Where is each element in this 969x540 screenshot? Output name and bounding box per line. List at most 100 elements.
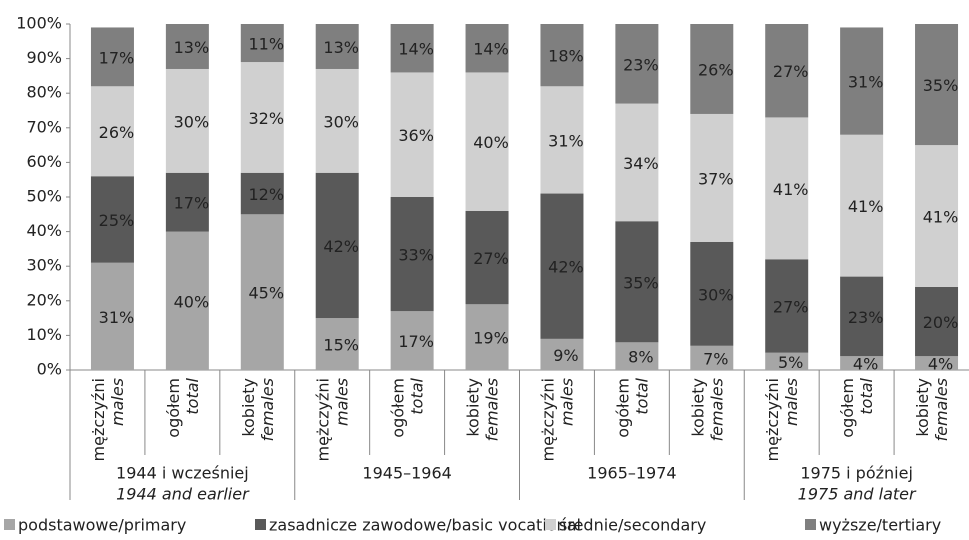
value-label: 31% <box>848 73 884 92</box>
legend-swatch <box>255 519 266 530</box>
bar-segment <box>240 62 284 173</box>
bar-segment <box>840 356 884 370</box>
bar-segment <box>165 68 209 173</box>
x-tick-label: females <box>483 378 502 442</box>
bar-segment <box>915 356 959 370</box>
bar-segment <box>615 24 659 104</box>
bar-segment <box>615 221 659 343</box>
bar-segment <box>840 27 884 135</box>
value-label: 40% <box>174 292 210 311</box>
value-label: 30% <box>698 285 734 304</box>
bar-segment <box>315 24 359 69</box>
legend-label: wyższe/tertiary <box>819 516 941 535</box>
bar-segment <box>240 172 284 215</box>
value-label: 23% <box>623 55 659 74</box>
value-label: 41% <box>848 197 884 216</box>
x-tick-label: males <box>782 378 801 426</box>
y-tick-label: 20% <box>26 290 62 309</box>
value-label: 5% <box>778 353 803 372</box>
value-label: 42% <box>323 237 359 256</box>
bar-segment <box>765 352 809 370</box>
bar-segment <box>690 345 734 370</box>
bar-segment <box>315 68 359 173</box>
x-tick-label: ogółem <box>389 378 408 438</box>
bar-segment <box>915 145 959 287</box>
value-label: 35% <box>623 273 659 292</box>
value-label: 13% <box>174 38 210 57</box>
bar-segment <box>690 113 734 242</box>
y-tick-label: 0% <box>37 360 62 379</box>
bar-segment <box>915 24 959 146</box>
x-tick-label: mężczyźni <box>314 378 333 461</box>
bar-segment <box>315 172 359 319</box>
bar-segment <box>390 24 434 73</box>
x-tick-label: males <box>557 378 576 426</box>
legend-swatch <box>545 519 556 530</box>
group-label: 1944 and earlier <box>116 485 250 504</box>
x-tick-label: kobiety <box>913 378 932 437</box>
value-label: 26% <box>99 123 135 142</box>
value-label: 14% <box>398 40 434 59</box>
value-label: 31% <box>548 131 584 150</box>
bar-segment <box>540 338 584 370</box>
y-tick-label: 30% <box>26 256 62 275</box>
bar-segment <box>540 193 584 339</box>
bar-segment <box>465 304 509 370</box>
y-tick-label: 40% <box>26 221 62 240</box>
x-tick-label: mężczyźni <box>538 378 557 461</box>
value-label: 23% <box>848 308 884 327</box>
x-tick-label: mężczyźni <box>763 378 782 461</box>
y-tick-label: 100% <box>16 14 62 33</box>
y-tick-label: 50% <box>26 187 62 206</box>
bar-segment <box>90 27 134 87</box>
value-label: 9% <box>553 346 578 365</box>
bar-segment <box>840 276 884 357</box>
x-tick-label: kobiety <box>464 378 483 437</box>
bar-segment <box>540 86 584 194</box>
value-label: 33% <box>398 246 434 265</box>
y-tick-label: 70% <box>26 117 62 136</box>
value-label: 25% <box>99 211 135 230</box>
bar-segment <box>840 134 884 277</box>
value-label: 36% <box>398 126 434 145</box>
value-label: 17% <box>99 48 135 67</box>
x-tick-label: males <box>108 378 127 426</box>
group-label: 1975 and later <box>798 485 917 504</box>
value-label: 8% <box>628 348 653 367</box>
bar-segment <box>165 172 209 232</box>
x-tick-label: ogółem <box>838 378 857 438</box>
value-label: 45% <box>249 284 285 303</box>
value-label: 14% <box>473 40 509 59</box>
bar-segment <box>390 311 434 370</box>
bar-segment <box>90 86 134 177</box>
bar-segment <box>540 24 584 87</box>
legend-label: zasadnicze zawodowe/basic vocational <box>269 516 581 535</box>
bar-segment <box>915 286 959 357</box>
bar-segment <box>165 231 209 370</box>
bar-segment <box>765 259 809 353</box>
value-label: 17% <box>174 194 210 213</box>
legend-label: średnie/secondary <box>559 516 706 535</box>
group-label: 1975 i później <box>800 464 913 483</box>
x-tick-label: kobiety <box>239 378 258 437</box>
value-label: 17% <box>398 332 434 351</box>
value-label: 34% <box>623 154 659 173</box>
bar-segment <box>615 342 659 370</box>
value-label: 30% <box>174 112 210 131</box>
x-tick-label: ogółem <box>613 378 632 438</box>
value-label: 13% <box>323 38 359 57</box>
value-label: 4% <box>928 355 953 374</box>
bar-segment <box>315 318 359 370</box>
bar-segment <box>165 24 209 69</box>
x-tick-label: males <box>333 378 352 426</box>
x-tick-label: mężczyźni <box>89 378 108 461</box>
y-tick-label: 80% <box>26 83 62 102</box>
x-tick-label: total <box>183 377 202 414</box>
bar-segment <box>765 24 809 118</box>
value-label: 7% <box>703 349 728 368</box>
legend-swatch <box>805 519 816 530</box>
x-tick-label: ogółem <box>164 378 183 438</box>
x-tick-label: females <box>258 378 277 442</box>
value-label: 18% <box>548 47 584 66</box>
